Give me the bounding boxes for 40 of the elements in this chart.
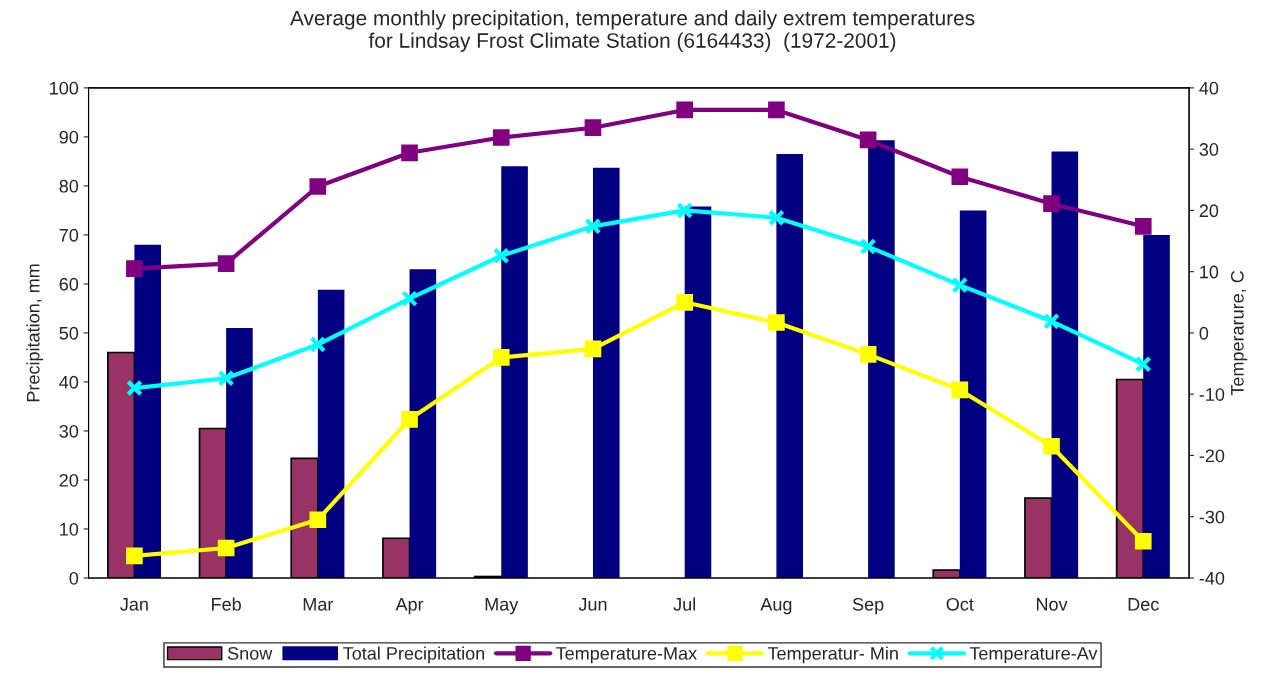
x-tick-label: May: [485, 598, 519, 615]
x-tick-label: Feb: [212, 597, 241, 611]
y-tick-label: 70: [59, 228, 79, 242]
y2-tick-label: -40: [1199, 571, 1225, 585]
x-tick-label: Jun: [578, 598, 607, 611]
y-tick-label: 90: [59, 130, 79, 144]
x-tick-label: Aug: [760, 598, 792, 615]
y-tick-label: 50: [59, 326, 79, 340]
y2-tick-label: 0: [1199, 326, 1209, 340]
y2-tick-label: -20: [1199, 449, 1225, 463]
legend-label: Total Precipitation: [343, 646, 485, 664]
y2-axis-title: Temperarure, C: [1230, 270, 1248, 396]
legend-label: Temperatur- Min: [767, 646, 898, 664]
y-axis-title: Precipitation, mm: [26, 264, 44, 402]
y-tick-label: 0: [69, 571, 79, 585]
x-tick-label: Apr: [395, 598, 424, 615]
legend-label: Temperature-Max: [556, 647, 697, 664]
x-tick-label: Jan: [120, 598, 148, 611]
x-tick-label: Dec: [1128, 598, 1159, 611]
y2-tick-label: 30: [1199, 143, 1219, 156]
chart-title: Average monthly precipitation, temperature and daily extrem temperatures for Lindsay Frost Climate Station (6164433) (1972-2001): [289, 10, 975, 52]
legend-label: Temperature-Av: [969, 647, 1098, 664]
y-tick-label: 10: [60, 522, 79, 536]
y2-tick-label: 40: [1199, 81, 1219, 95]
y2-tick-label: -30: [1199, 510, 1225, 524]
y-tick-label: 100: [50, 81, 79, 95]
x-tick-label: Mar: [303, 598, 334, 611]
y2-tick-label: 20: [1199, 204, 1219, 218]
y2-tick-label: -10: [1199, 388, 1225, 401]
x-tick-label: Nov: [1036, 598, 1068, 611]
x-tick-label: Oct: [946, 597, 974, 611]
y2-tick-label: 10: [1200, 265, 1219, 279]
x-tick-label: Sep: [852, 597, 884, 615]
legend-label: Snow: [227, 647, 273, 660]
y-tick-label: 20: [59, 473, 79, 487]
y-tick-label: 40: [59, 375, 79, 389]
x-tick-label: Jul: [673, 597, 696, 611]
y-tick-label: 30: [59, 424, 79, 438]
y-tick-label: 60: [59, 277, 79, 291]
y-tick-label: 80: [59, 179, 79, 193]
